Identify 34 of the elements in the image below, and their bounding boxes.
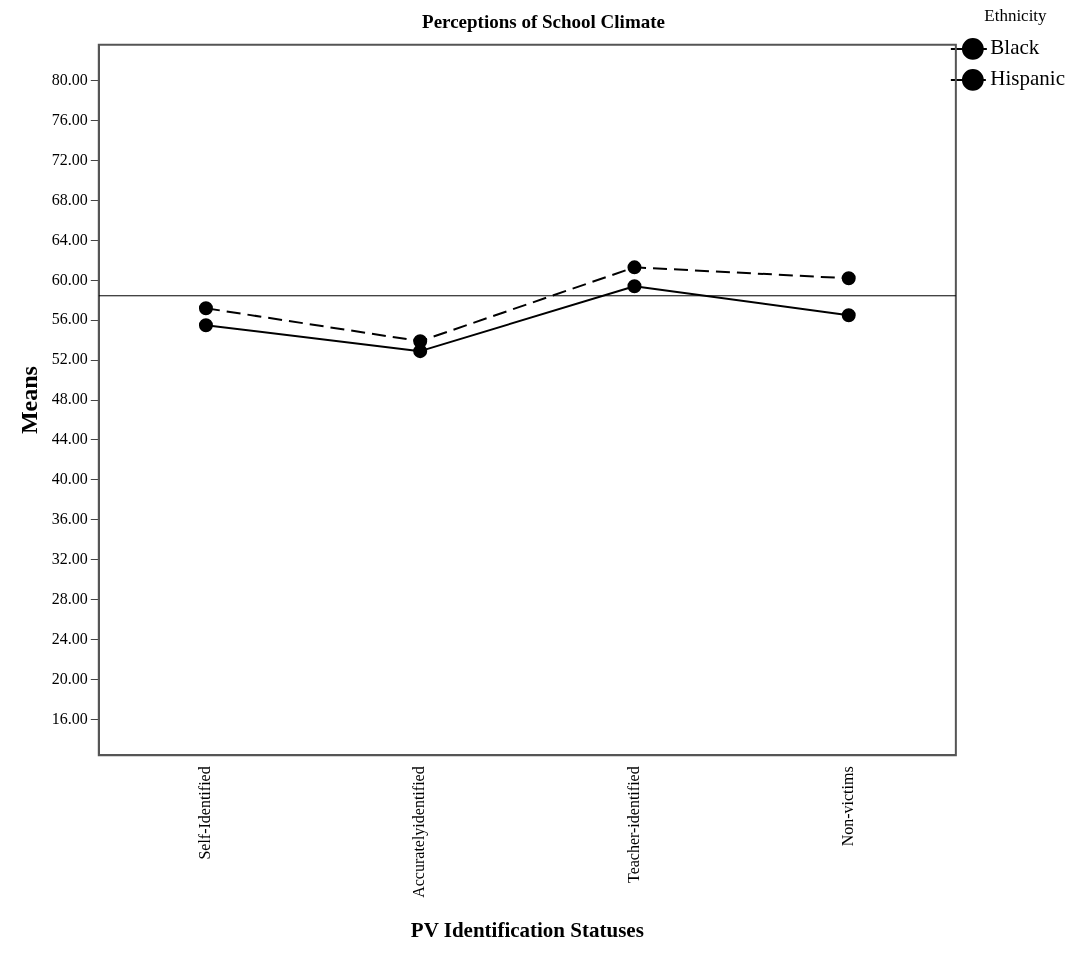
y-tick-label: 40.00 — [51, 470, 88, 488]
y-tick-label: 68.00 — [51, 190, 88, 208]
point — [198, 318, 213, 333]
point — [627, 279, 642, 294]
y-tick-label: 52.00 — [51, 350, 88, 368]
y-tick-label: 60.00 — [51, 270, 88, 288]
y-tick-label: 16.00 — [51, 709, 88, 727]
y-tick-label: 24.00 — [51, 629, 88, 647]
point — [627, 260, 642, 275]
y-tick-label: 56.00 — [51, 310, 88, 328]
legend-title: Ethnicity — [984, 5, 1048, 25]
point — [198, 301, 213, 316]
point — [841, 308, 856, 323]
x-tick-label: Accuratelyidentified — [410, 766, 429, 898]
y-tick-label: 76.00 — [51, 110, 88, 128]
y-tick-label: 48.00 — [51, 390, 88, 408]
x-tick-label: Self-Identified — [196, 766, 214, 860]
point — [841, 271, 856, 286]
y-tick-label: 64.00 — [51, 230, 88, 248]
y-tick-label: 28.00 — [51, 589, 88, 607]
x-tick-label: Non-victims — [838, 766, 856, 847]
x-axis-title: PV Identification Statuses — [410, 917, 644, 942]
legend-label: Hispanic — [990, 66, 1066, 91]
y-tick-label: 32.00 — [51, 549, 88, 567]
y-axis-title: Means — [15, 366, 42, 435]
y-tick-label: 80.00 — [51, 70, 88, 88]
legend-label: Black — [990, 35, 1040, 60]
y-tick-label: 72.00 — [51, 150, 88, 168]
point — [413, 344, 428, 359]
y-tick-label: 44.00 — [51, 430, 88, 448]
y-tick-label: 36.00 — [51, 510, 88, 528]
y-tick-label: 20.00 — [51, 669, 88, 687]
chart-title: Perceptions of School Climate — [422, 11, 665, 33]
x-tick-label: Teacher-identified — [624, 766, 642, 884]
